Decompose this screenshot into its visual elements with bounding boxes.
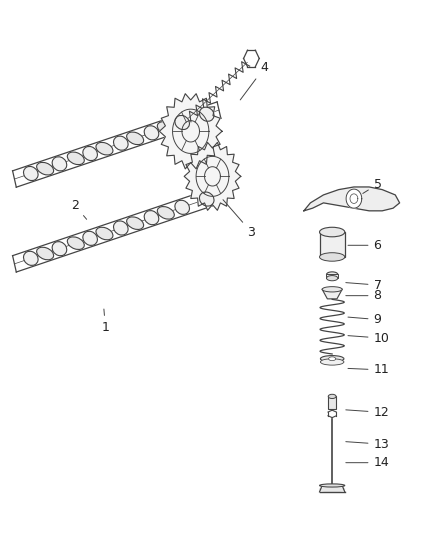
Ellipse shape: [175, 200, 190, 214]
Ellipse shape: [320, 227, 345, 237]
Ellipse shape: [67, 237, 84, 249]
Ellipse shape: [24, 251, 38, 265]
Text: 11: 11: [348, 364, 389, 376]
Bar: [320, 232, 345, 257]
Ellipse shape: [328, 357, 336, 361]
Ellipse shape: [199, 192, 214, 206]
Bar: [326, 274, 338, 278]
Ellipse shape: [113, 136, 128, 150]
Text: 9: 9: [348, 313, 381, 326]
Ellipse shape: [144, 211, 159, 225]
Ellipse shape: [96, 227, 113, 240]
Ellipse shape: [320, 253, 345, 261]
Ellipse shape: [320, 484, 345, 487]
Ellipse shape: [37, 247, 53, 260]
Text: 3: 3: [223, 200, 255, 239]
Polygon shape: [159, 94, 222, 169]
Ellipse shape: [52, 157, 67, 171]
Polygon shape: [322, 289, 342, 299]
Bar: [328, 397, 336, 409]
Ellipse shape: [113, 221, 128, 235]
Text: 5: 5: [363, 178, 381, 193]
Ellipse shape: [157, 207, 174, 219]
Ellipse shape: [67, 152, 84, 165]
Ellipse shape: [127, 217, 144, 230]
Ellipse shape: [326, 272, 338, 277]
Polygon shape: [184, 142, 241, 211]
Ellipse shape: [83, 231, 97, 245]
Ellipse shape: [96, 142, 113, 155]
Ellipse shape: [157, 122, 174, 134]
Ellipse shape: [199, 107, 214, 122]
Text: 2: 2: [71, 199, 87, 219]
Ellipse shape: [127, 132, 144, 144]
Ellipse shape: [326, 276, 338, 281]
Text: 12: 12: [346, 406, 389, 419]
Ellipse shape: [24, 166, 38, 181]
Text: 4: 4: [240, 61, 268, 100]
Text: 14: 14: [346, 456, 389, 469]
Ellipse shape: [321, 356, 344, 362]
Text: 10: 10: [348, 332, 389, 344]
Polygon shape: [346, 189, 362, 208]
Ellipse shape: [328, 394, 336, 399]
Ellipse shape: [83, 147, 97, 160]
Ellipse shape: [175, 116, 190, 130]
Ellipse shape: [322, 287, 342, 292]
Text: 1: 1: [102, 309, 110, 334]
Text: 13: 13: [346, 438, 389, 450]
Text: 7: 7: [346, 279, 381, 292]
Text: 6: 6: [348, 239, 381, 252]
Text: 8: 8: [346, 289, 381, 302]
Ellipse shape: [37, 163, 53, 175]
Polygon shape: [320, 489, 345, 492]
Ellipse shape: [321, 359, 344, 365]
Polygon shape: [304, 187, 399, 211]
Ellipse shape: [144, 126, 159, 140]
Ellipse shape: [52, 241, 67, 256]
